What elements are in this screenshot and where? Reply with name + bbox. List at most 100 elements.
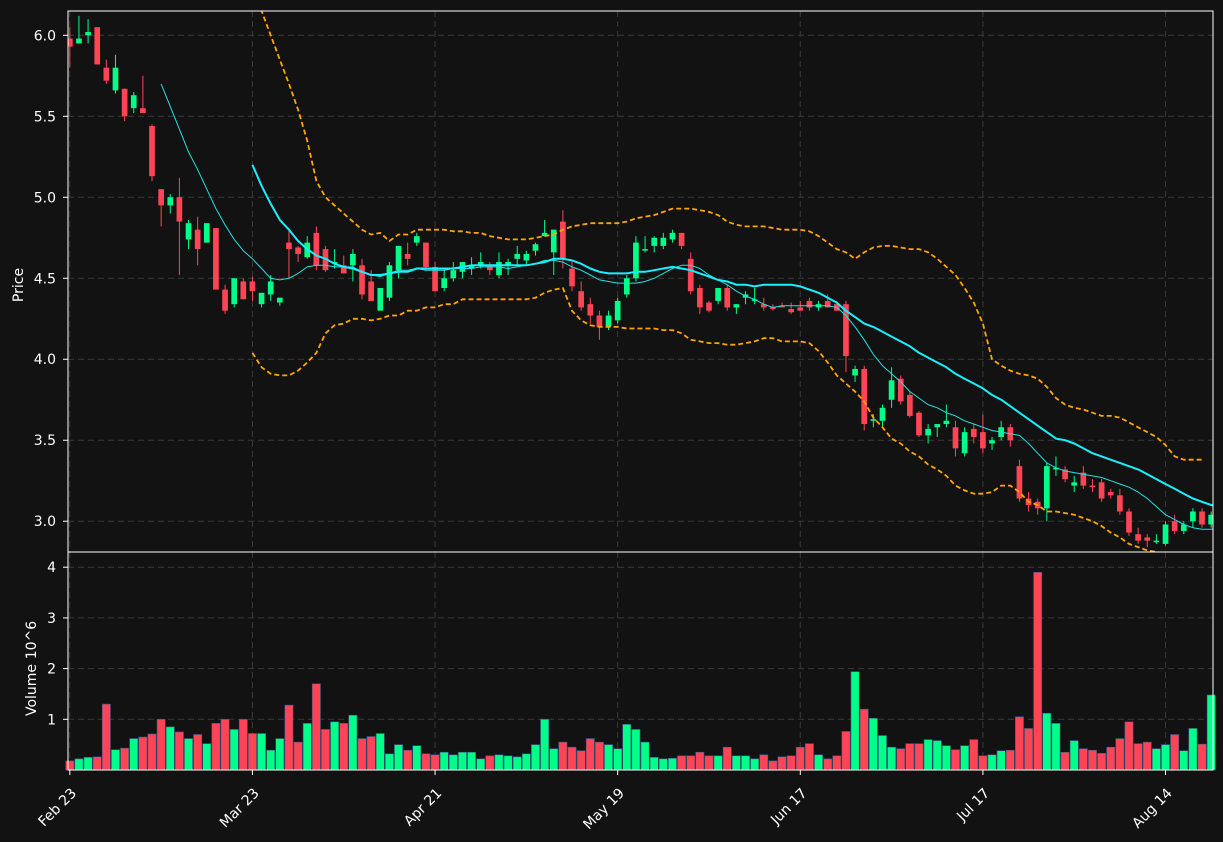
volume-bar — [311, 683, 321, 771]
candle-body — [423, 242, 429, 267]
volume-bar — [741, 755, 750, 771]
volume-bar — [951, 749, 960, 771]
volume-bar — [996, 750, 1006, 771]
volume-bar — [1133, 743, 1143, 771]
volume-bar — [439, 751, 449, 771]
volume-bar — [339, 723, 349, 771]
volume-bar — [330, 721, 340, 771]
volume-bar — [713, 755, 723, 771]
candle-body — [1153, 540, 1160, 543]
volume-bar — [531, 744, 540, 771]
candle-body — [770, 307, 776, 310]
candle-body — [697, 287, 703, 308]
volume-bar — [120, 747, 130, 771]
short-moving-average-line — [160, 83, 1213, 530]
candle-body — [916, 412, 922, 436]
price-panel — [68, 11, 1213, 552]
candle-body — [487, 265, 493, 271]
candle-body — [167, 197, 174, 206]
candle-body — [213, 228, 219, 290]
volume-bar — [649, 757, 659, 771]
candle-body — [377, 287, 384, 311]
candle-body — [432, 266, 438, 292]
volume-bar — [1142, 741, 1152, 771]
volume-bar — [156, 719, 166, 771]
candle-body — [1071, 482, 1078, 486]
volume-bar — [248, 733, 257, 771]
candle-body — [897, 378, 904, 402]
candle-body — [687, 258, 694, 292]
volume-bar — [1005, 749, 1015, 771]
volume-bar — [823, 758, 833, 771]
volume-bar — [832, 755, 842, 771]
candle-body — [203, 223, 210, 243]
candle-body — [879, 407, 886, 421]
candle-body — [1117, 495, 1123, 512]
candle-body — [970, 428, 977, 437]
candle-body — [395, 245, 402, 271]
volume-bar — [448, 754, 458, 771]
candle-body — [861, 368, 868, 425]
price-tick-label: 3.5 — [34, 433, 56, 449]
candle-body — [249, 281, 256, 292]
volume-bar — [549, 748, 559, 771]
candle-body — [523, 253, 530, 261]
volume-bar — [978, 755, 988, 771]
candle-body — [94, 27, 101, 65]
lower-band-line — [251, 287, 1162, 552]
volume-bar — [284, 704, 294, 771]
candle-body — [1126, 511, 1132, 533]
volume-bar — [585, 738, 595, 771]
volume-bar — [805, 743, 814, 771]
volume-bar — [92, 756, 102, 771]
candle-body — [1053, 467, 1059, 470]
candle-body — [1043, 466, 1050, 509]
volume-bar — [1097, 752, 1107, 771]
volume-bar — [321, 729, 330, 771]
volume-bar — [1069, 740, 1079, 771]
candle-body — [596, 315, 603, 327]
candle-body — [1180, 524, 1187, 531]
volume-bar — [403, 749, 413, 771]
candle-body — [1107, 492, 1114, 496]
volume-bar — [914, 743, 924, 771]
volume-bar — [960, 745, 970, 771]
candle-body — [952, 427, 959, 449]
candle-body — [980, 432, 986, 449]
volume-bar — [868, 717, 878, 771]
volume-bar — [695, 751, 705, 771]
candle-body — [505, 262, 511, 266]
volume-bar — [1088, 749, 1097, 771]
volume-tick-label: 1 — [47, 712, 56, 728]
volume-bar — [567, 746, 577, 771]
volume-bar — [558, 741, 568, 771]
candle-body — [1162, 524, 1169, 544]
candle-body — [1089, 485, 1096, 488]
candle-body — [824, 300, 831, 308]
volume-bar — [1078, 748, 1088, 771]
candle-body — [1135, 534, 1141, 541]
volume-bar — [640, 741, 650, 771]
candle-body — [678, 232, 685, 246]
volume-bar — [1042, 712, 1052, 771]
candle-body — [907, 394, 913, 416]
volume-bar — [969, 739, 979, 771]
volume-bar — [476, 758, 486, 771]
candle-body — [788, 309, 794, 313]
candle-body — [614, 300, 621, 321]
candle-body — [715, 287, 721, 301]
volume-bar — [375, 733, 385, 771]
volume-bar — [147, 733, 157, 771]
volume-bar — [1015, 716, 1024, 771]
volume-bar — [229, 729, 239, 771]
volume-bar — [759, 754, 769, 771]
volume-tick-label: 3 — [47, 611, 56, 627]
volume-bar — [668, 758, 677, 771]
volume-bar — [604, 744, 613, 771]
candle-body — [724, 287, 731, 308]
volume-bar — [521, 753, 531, 771]
volume-bar — [275, 738, 285, 771]
candle-body — [450, 270, 457, 279]
